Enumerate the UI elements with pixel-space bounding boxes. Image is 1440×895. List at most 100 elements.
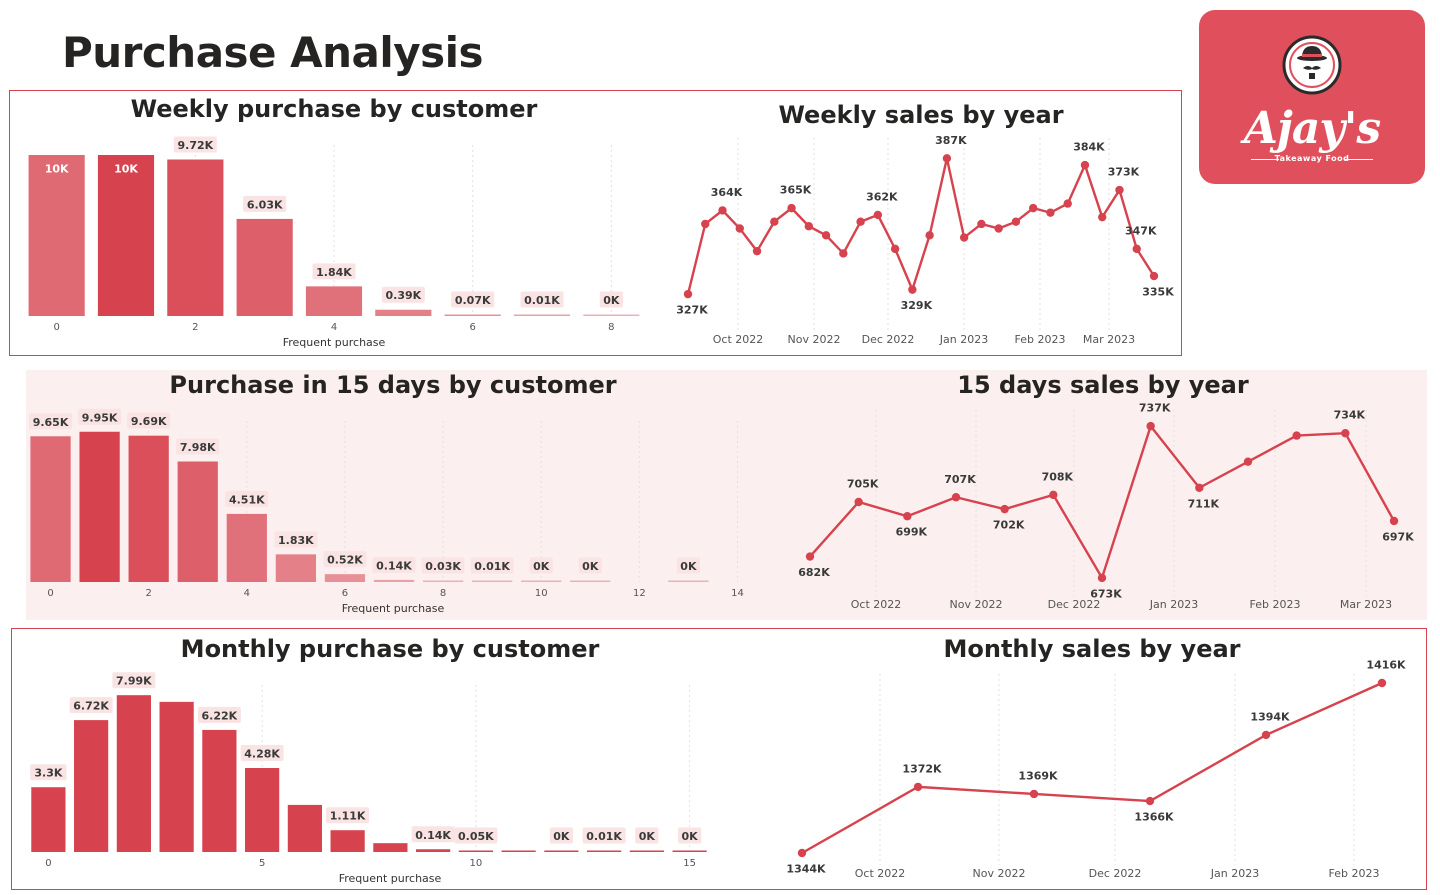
data-point[interactable] (718, 206, 727, 215)
data-point[interactable] (856, 217, 865, 226)
chef-hat-icon (1282, 35, 1342, 95)
data-point[interactable] (752, 246, 762, 256)
data-point[interactable] (787, 203, 796, 213)
data-point[interactable] (1132, 244, 1141, 254)
data-point[interactable] (805, 552, 815, 561)
bar[interactable] (79, 431, 120, 582)
bar[interactable] (275, 554, 316, 582)
data-point[interactable] (1195, 483, 1204, 492)
data-point[interactable] (1341, 429, 1350, 438)
data-point[interactable] (1261, 730, 1271, 740)
bar[interactable] (668, 580, 709, 583)
svg-text:0K: 0K (603, 294, 620, 307)
data-point[interactable] (797, 848, 807, 858)
data-point[interactable] (977, 219, 986, 229)
bar[interactable] (373, 579, 415, 582)
data-point[interactable] (1046, 208, 1055, 217)
bar[interactable] (544, 850, 579, 853)
data-point[interactable] (994, 224, 1003, 233)
data-point[interactable] (770, 217, 779, 226)
bar[interactable] (513, 314, 571, 317)
bar[interactable] (422, 580, 464, 583)
bar[interactable] (444, 314, 501, 317)
bar[interactable] (116, 695, 151, 852)
bar[interactable] (28, 155, 85, 316)
data-point[interactable] (1146, 421, 1155, 431)
logo-divider (1345, 159, 1373, 160)
data-point[interactable] (1011, 217, 1021, 226)
bar[interactable] (305, 286, 363, 316)
bar[interactable] (177, 461, 218, 582)
data-point[interactable] (1149, 271, 1159, 281)
svg-text:7.98K: 7.98K (180, 441, 216, 454)
data-point[interactable] (1115, 185, 1124, 195)
data-point[interactable] (839, 249, 848, 258)
bar[interactable] (245, 768, 280, 852)
data-point[interactable] (735, 224, 744, 233)
data-point[interactable] (804, 222, 814, 231)
data-point[interactable] (890, 244, 900, 254)
data-point[interactable] (903, 512, 912, 521)
bar[interactable] (330, 830, 365, 852)
data-point[interactable] (1029, 789, 1039, 799)
data-point[interactable] (1049, 490, 1058, 500)
svg-text:705K: 705K (847, 478, 879, 491)
svg-text:364K: 364K (711, 186, 743, 199)
data-point[interactable] (1389, 516, 1399, 526)
bar[interactable] (416, 849, 451, 852)
data-point[interactable] (701, 219, 710, 229)
bar[interactable] (226, 513, 267, 582)
bar[interactable] (587, 850, 622, 853)
bar[interactable] (202, 729, 237, 852)
data-point[interactable] (925, 231, 934, 240)
data-point[interactable] (1292, 431, 1301, 440)
bar[interactable] (501, 850, 536, 853)
data-label: 9.65K (29, 413, 73, 430)
bar[interactable] (583, 314, 640, 317)
data-point[interactable] (959, 233, 969, 242)
svg-text:1.11K: 1.11K (330, 810, 366, 823)
data-point[interactable] (683, 289, 693, 299)
bar[interactable] (167, 159, 224, 316)
data-point[interactable] (913, 782, 923, 792)
bar[interactable] (236, 218, 293, 316)
bar[interactable] (570, 580, 611, 583)
data-point[interactable] (942, 154, 952, 163)
bar[interactable] (97, 155, 155, 316)
data-label: 3.3K (30, 764, 67, 781)
bar[interactable] (375, 309, 432, 316)
data-label: 0.01K (470, 557, 514, 574)
svg-text:362K: 362K (866, 190, 898, 203)
logo-tagline: Takeaway Food (1274, 154, 1350, 163)
bar[interactable] (324, 574, 366, 582)
bar[interactable] (472, 580, 513, 583)
data-point[interactable] (854, 497, 863, 507)
data-label: 327K (676, 304, 708, 317)
data-point[interactable] (1080, 160, 1090, 170)
bar[interactable] (287, 804, 322, 852)
data-point[interactable] (1028, 203, 1038, 213)
bar[interactable] (373, 843, 408, 852)
data-point[interactable] (873, 210, 883, 220)
data-point[interactable] (951, 493, 961, 502)
data-point[interactable] (908, 285, 917, 294)
data-point[interactable] (1097, 573, 1107, 583)
bar[interactable] (458, 850, 493, 853)
data-point[interactable] (1377, 678, 1387, 688)
data-point[interactable] (1063, 199, 1072, 208)
data-point[interactable] (1145, 796, 1155, 806)
data-point[interactable] (1098, 212, 1107, 222)
x-tick-label: 2 (145, 588, 151, 599)
bar[interactable] (31, 787, 66, 852)
data-point[interactable] (1000, 504, 1009, 514)
bar[interactable] (74, 720, 109, 852)
bar[interactable] (30, 436, 71, 582)
bar[interactable] (629, 850, 664, 853)
data-point[interactable] (1243, 457, 1253, 466)
bar[interactable] (128, 435, 169, 582)
bar[interactable] (521, 580, 562, 583)
bar[interactable] (672, 850, 707, 853)
data-point[interactable] (821, 231, 831, 240)
bar[interactable] (159, 701, 194, 852)
